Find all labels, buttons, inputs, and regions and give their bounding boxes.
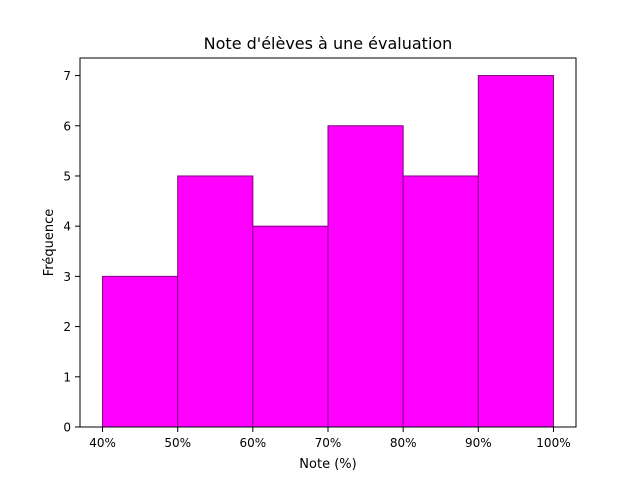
histogram-bar-0: [102, 275, 179, 428]
y-tick-label-6: 6: [63, 119, 71, 133]
bars-layer: [102, 75, 554, 428]
plot-frame: [79, 57, 577, 428]
histogram-bar-3: [327, 125, 404, 428]
x-tick-label-4: 80%: [390, 436, 417, 450]
histogram-bar-1: [177, 175, 254, 428]
y-tick-label-5: 5: [63, 169, 71, 183]
x-axis-label: Note (%): [299, 457, 356, 472]
histogram-bar-5: [477, 75, 554, 428]
histogram-bar-2: [252, 225, 329, 428]
x-tick-label-2: 60%: [240, 436, 267, 450]
x-ticks-layer: 40% 50% 60% 70% 80% 90% 100%: [89, 427, 571, 450]
x-tick-label-5: 90%: [465, 436, 492, 450]
y-ticks-layer: 0 1 2 3 4 5 6 7: [63, 69, 80, 435]
y-tick-label-3: 3: [63, 270, 71, 284]
y-tick-label-4: 4: [63, 220, 71, 234]
x-tick-label-0: 40%: [89, 436, 116, 450]
y-tick-label-2: 2: [63, 320, 71, 334]
x-tick-label-1: 50%: [164, 436, 191, 450]
y-tick-label-7: 7: [63, 69, 71, 83]
y-axis-label: Fréquence: [42, 209, 57, 276]
y-tick-label-1: 1: [63, 370, 71, 384]
histogram-bar-4: [402, 175, 479, 428]
chart-title: Note d'élèves à une évaluation: [204, 34, 453, 53]
x-tick-label-6: 100%: [536, 436, 570, 450]
y-tick-label-0: 0: [63, 421, 71, 435]
x-tick-label-3: 70%: [315, 436, 342, 450]
